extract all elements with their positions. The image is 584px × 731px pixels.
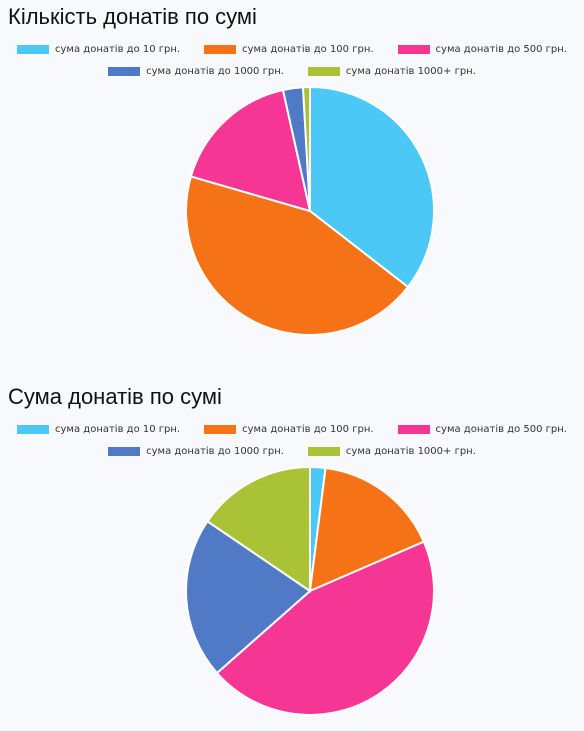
- legend-swatch: [397, 424, 430, 434]
- pie-slice-3[interactable]: [215, 540, 435, 716]
- pie-slice-5[interactable]: [206, 465, 311, 593]
- legend-item[interactable]: сума донатів до 1000 грн.: [108, 446, 284, 457]
- legend-swatch: [307, 66, 340, 76]
- pie-slice-2[interactable]: [308, 466, 426, 593]
- chart-2: Сума донатів по сумі сума донатів до 10 …: [0, 370, 584, 731]
- legend-swatch: [108, 66, 141, 76]
- legend-label: сума донатів до 10 грн.: [55, 423, 181, 435]
- pie-slice-1[interactable]: [309, 85, 435, 289]
- pie-slice-2[interactable]: [185, 175, 410, 336]
- legend-swatch: [204, 424, 237, 434]
- legend-label: сума донатів 1000+ грн.: [345, 65, 476, 77]
- legend-swatch: [204, 44, 237, 54]
- legend-label: сума донатів до 500 грн.: [435, 43, 567, 55]
- pie-slice-5[interactable]: [301, 85, 311, 212]
- legend-item[interactable]: сума донатів до 500 грн.: [397, 423, 567, 435]
- chart-1: Кількість донатів по сумі сума донатів д…: [0, 0, 584, 360]
- legend-label: сума донатів до 1000 грн.: [146, 65, 284, 77]
- legend-swatch: [307, 446, 340, 456]
- chart-1-legend: сума донатів до 10 грн. сума донатів до …: [0, 38, 584, 82]
- legend-item[interactable]: сума донатів до 10 грн.: [17, 424, 180, 435]
- pie-slice-4[interactable]: [185, 519, 312, 675]
- legend-item[interactable]: сума донатів до 500 грн.: [397, 43, 567, 55]
- legend-swatch: [17, 44, 50, 54]
- legend-item[interactable]: сума донатів до 1000 грн.: [108, 66, 284, 77]
- pie-chart-2: [185, 465, 435, 716]
- legend-swatch: [397, 44, 430, 54]
- legend-item[interactable]: сума донатів 1000+ грн.: [307, 445, 476, 457]
- legend-label: сума донатів 1000+ грн.: [345, 445, 476, 457]
- pie-chart-1: [185, 85, 435, 336]
- legend-swatch: [108, 446, 141, 456]
- legend-item[interactable]: сума донатів до 100 грн.: [204, 423, 374, 435]
- chart-2-title: Сума донатів по сумі: [8, 384, 222, 409]
- legend-label: сума донатів до 100 грн.: [242, 423, 374, 435]
- legend-label: сума донатів до 10 грн.: [55, 43, 181, 55]
- legend-item[interactable]: сума донатів до 10 грн.: [17, 44, 180, 55]
- chart-2-legend: сума донатів до 10 грн. сума донатів до …: [0, 418, 584, 462]
- chart-1-title: Кількість донатів по сумі: [8, 4, 257, 29]
- legend-swatch: [17, 424, 50, 434]
- legend-item[interactable]: сума донатів до 100 грн.: [204, 43, 374, 55]
- legend-label: сума донатів до 1000 грн.: [146, 445, 284, 457]
- legend-label: сума донатів до 100 грн.: [242, 43, 374, 55]
- legend-label: сума донатів до 500 грн.: [435, 423, 567, 435]
- pie-slice-3[interactable]: [189, 88, 312, 213]
- legend-item[interactable]: сума донатів 1000+ грн.: [307, 65, 476, 77]
